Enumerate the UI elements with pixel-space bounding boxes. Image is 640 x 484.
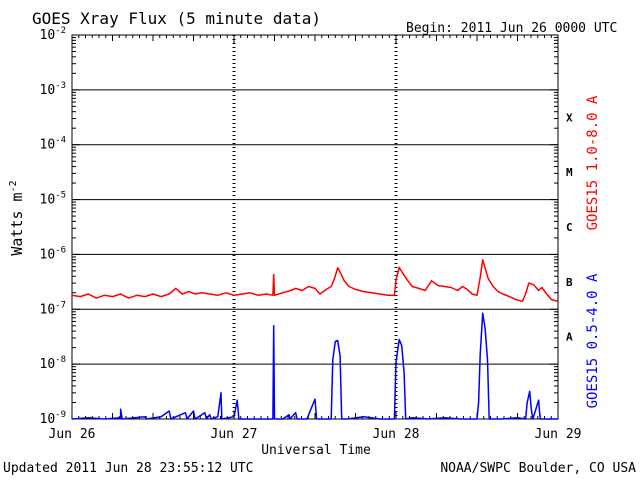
y-tick-label: 10-9 (40, 410, 67, 427)
y-tick-label: 10-4 (40, 136, 67, 153)
updated-timestamp: Updated 2011 Jun 28 23:55:12 UTC (3, 461, 253, 476)
axes-layer: 10-9 10-8 10-7 10-6 10-5 10-4 10-3 10-2 Jun 26 Ju… (40, 26, 582, 442)
x-tick-label: Jun 27 (211, 427, 258, 442)
series-label-short: GOES15 0.5-4.0 A (585, 273, 601, 408)
y-tick-label: 10-3 (40, 81, 67, 98)
y-tick-label: 10-8 (40, 355, 67, 372)
flare-class-label: B (566, 276, 573, 289)
flare-class-label: A (566, 331, 573, 344)
y-axis-label: Watts m-2 (8, 180, 26, 255)
series-line-short (71, 312, 558, 420)
credit-text: NOAA/SWPC Boulder, CO USA (440, 461, 636, 476)
y-tick-label: 10-6 (40, 245, 67, 262)
series-line-long (71, 258, 559, 303)
flare-class-label: C (566, 221, 573, 234)
x-tick-label: Jun 29 (535, 427, 582, 442)
y-tick-label: 10-7 (40, 300, 67, 317)
x-tick-label: Jun 28 (373, 427, 420, 442)
flare-class-label: X (566, 111, 573, 124)
flare-class-labels: A B C M X (566, 111, 573, 343)
series-layer (71, 258, 559, 420)
plot-frame (71, 34, 559, 420)
y-tick-label: 10-5 (40, 191, 67, 208)
x-tick-label: Jun 26 (49, 427, 96, 442)
x-axis-label: Universal Time (261, 443, 371, 458)
chart-title: GOES Xray Flux (5 minute data) (32, 9, 321, 28)
begin-date: Begin: 2011 Jun 26 0000 UTC (406, 21, 617, 36)
series-label-long: GOES15 1.0-8.0 A (585, 95, 601, 230)
grid-layer (72, 34, 558, 420)
y-tick-label: 10-2 (40, 26, 67, 43)
flare-class-label: M (566, 166, 573, 179)
